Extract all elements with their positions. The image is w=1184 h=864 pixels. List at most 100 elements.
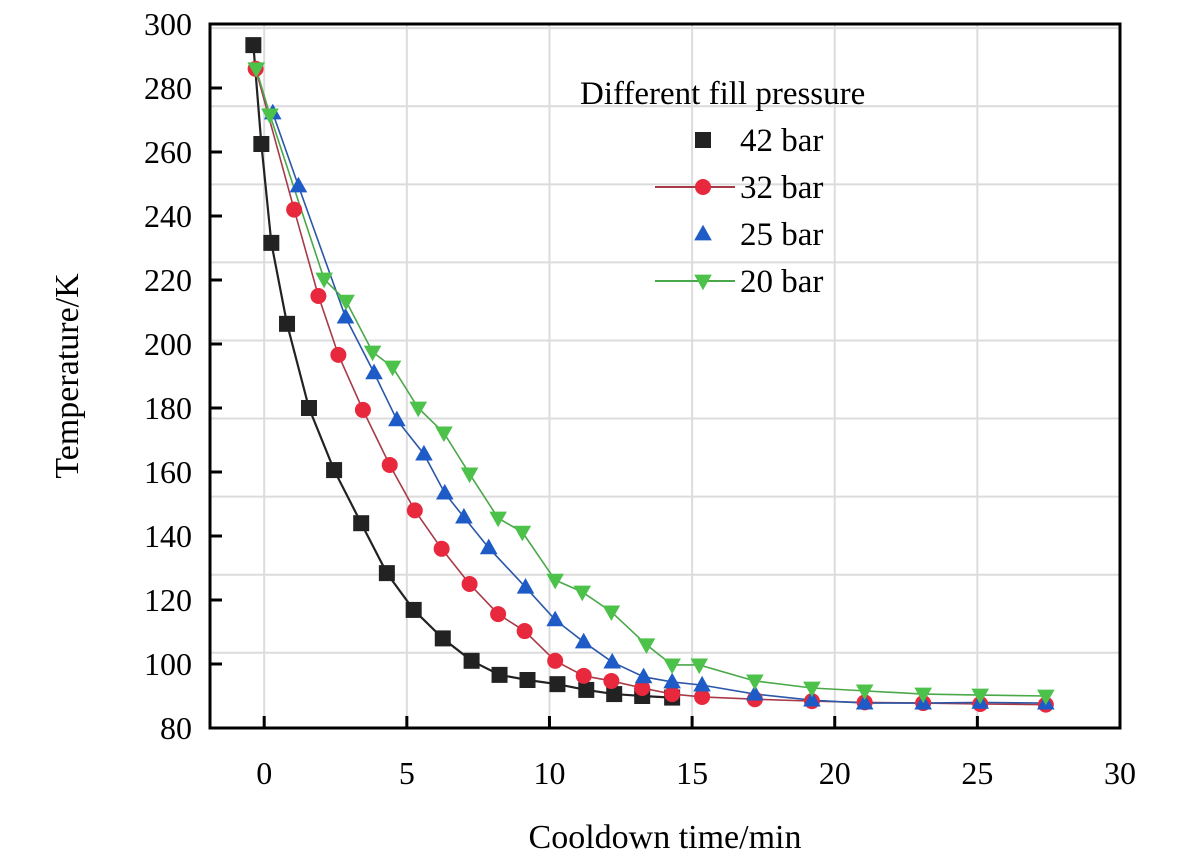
data-point [279, 315, 296, 332]
x-tick-label: 20 [819, 755, 851, 791]
data-point [330, 346, 347, 363]
y-tick-label: 200 [144, 326, 192, 362]
series-line-20-bar [255, 68, 1046, 697]
data-point [603, 652, 622, 669]
x-tick-label: 25 [961, 755, 993, 791]
x-axis-label: Cooldown time/min [529, 819, 802, 856]
data-point [409, 401, 428, 418]
axis-ticks: 0 5 10 15 20 25 30 80 100 120 140 160 180 200 220 240 26… [144, 6, 1136, 791]
data-point [606, 686, 623, 703]
data-point [261, 108, 279, 125]
data-point [574, 632, 593, 649]
data-point [326, 462, 343, 479]
data-point [516, 623, 533, 640]
data-point [434, 630, 451, 647]
y-tick-label: 300 [144, 6, 192, 42]
data-point [746, 684, 764, 701]
legend: Different fill pressure 42 bar 32 bar 25 b… [580, 76, 865, 300]
y-tick-label: 240 [144, 198, 192, 234]
y-tick-label: 120 [144, 582, 192, 618]
y-tick-label: 140 [144, 518, 192, 554]
data-point [406, 502, 423, 519]
data-point [388, 410, 406, 427]
data-point [337, 294, 355, 311]
x-tick-label: 10 [533, 755, 565, 791]
data-point [381, 456, 398, 473]
data-point [383, 360, 402, 377]
data-point [286, 201, 303, 218]
data-point [690, 658, 709, 675]
grid [210, 24, 1120, 728]
series-line-42-bar [252, 45, 673, 699]
data-point [433, 540, 450, 557]
data-point [513, 525, 532, 542]
data-point [694, 688, 711, 705]
data-point [693, 675, 711, 692]
data-point [914, 687, 932, 704]
data-point [455, 507, 473, 524]
data-point [461, 576, 478, 592]
data-point [634, 667, 653, 684]
data-point [634, 680, 651, 696]
y-tick-label: 100 [144, 646, 192, 682]
data-point [365, 363, 383, 380]
x-tick-label: 15 [676, 755, 708, 791]
data-point [300, 400, 317, 416]
data-point [479, 538, 498, 555]
data-point [310, 288, 327, 304]
data-point [519, 672, 536, 688]
data-point [971, 688, 990, 705]
legend-marker-square [695, 132, 711, 148]
legend-marker-triangle-down [694, 274, 712, 291]
data-point [573, 585, 592, 602]
data-point [489, 511, 507, 528]
y-tick-label: 80 [160, 710, 192, 746]
y-tick-label: 180 [144, 390, 192, 426]
data-point [263, 234, 280, 251]
data-point [491, 666, 508, 683]
data-point [1037, 689, 1055, 706]
data-point [405, 601, 422, 618]
data-point [602, 605, 621, 622]
data-point [546, 610, 564, 627]
data-point [578, 681, 595, 698]
data-point [855, 684, 874, 701]
series-line-32-bar [254, 68, 1046, 706]
data-point [603, 672, 620, 689]
data-point [353, 515, 370, 532]
data-point [663, 672, 681, 689]
data-point [415, 444, 433, 461]
data-point [516, 578, 535, 594]
data-point [253, 136, 270, 152]
data-point [354, 401, 371, 418]
legend-label: 32 bar [740, 170, 823, 206]
data-point [746, 674, 764, 691]
legend-marker-circle [695, 179, 711, 195]
data-point [435, 483, 454, 500]
legend-title: Different fill pressure [580, 76, 865, 112]
data-point [855, 693, 874, 710]
y-tick-label: 280 [144, 70, 192, 106]
data-point [435, 426, 453, 443]
data-point [546, 573, 564, 590]
data-point [803, 681, 821, 698]
data-point [664, 686, 681, 703]
legend-marker-triangle-up [694, 224, 712, 241]
legend-label: 20 bar [740, 264, 823, 300]
x-tick-label: 0 [256, 755, 272, 791]
y-tick-label: 260 [144, 134, 192, 170]
y-tick-label: 220 [144, 262, 192, 298]
y-axis-label: Temperature/K [49, 273, 86, 479]
data-point [460, 467, 479, 484]
data-point [637, 638, 656, 654]
x-tick-label: 30 [1104, 755, 1136, 791]
data-point [803, 690, 821, 707]
data-point [575, 667, 592, 684]
plot-frame [208, 22, 1122, 730]
data-point [336, 307, 355, 324]
data-point [663, 658, 681, 675]
data-point [463, 652, 480, 669]
data-point [549, 676, 566, 693]
data-point [363, 345, 382, 362]
